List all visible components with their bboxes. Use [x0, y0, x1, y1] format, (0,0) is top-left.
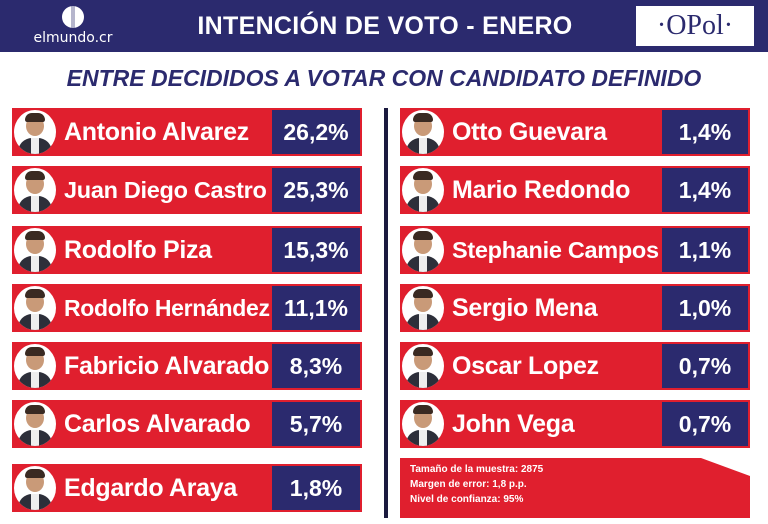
methodology-note: Tamaño de la muestra: 2875 Margen de err… [400, 458, 750, 518]
candidate-photo [402, 286, 444, 330]
vote-percentage: 1,1% [678, 237, 732, 263]
candidate-name: Otto Guevara [452, 118, 607, 146]
confidence-level-note: Nivel de confianza: 95% [410, 494, 524, 505]
percentage-box: 1,1% [662, 228, 748, 272]
candidate-bar: Juan Diego Castro 25,3% [12, 166, 362, 214]
percentage-box: 26,2% [272, 110, 360, 154]
candidate-photo [14, 402, 56, 446]
percentage-box: 5,7% [272, 402, 360, 446]
vote-percentage: 26,2% [283, 119, 349, 145]
candidate-photo [402, 402, 444, 446]
percentage-box: 1,4% [662, 110, 748, 154]
header-banner: elmundo.cr INTENCIÓN DE VOTO - ENERO 201… [0, 0, 768, 84]
candidate-name: Rodolfo Hernández [64, 295, 270, 321]
percentage-box: 0,7% [662, 402, 748, 446]
candidate-photo [402, 344, 444, 388]
candidate-name: Oscar Lopez [452, 352, 599, 380]
candidate-photo [14, 344, 56, 388]
candidate-photo [402, 228, 444, 272]
candidate-bar: Mario Redondo 1,4% [400, 166, 750, 214]
margin-of-error-note: Margen de error: 1,8 p.p. [410, 479, 527, 490]
candidate-name: Sergio Mena [452, 294, 598, 322]
globe-icon [62, 6, 84, 28]
candidate-bar: Edgardo Araya 1,8% [12, 464, 362, 512]
candidate-name: Carlos Alvarado [64, 410, 251, 438]
percentage-box: 11,1% [272, 286, 360, 330]
sample-size-note: Tamaño de la muestra: 2875 [410, 464, 544, 475]
candidate-name: Fabricio Alvarado [64, 352, 270, 380]
candidate-name: Rodolfo Piza [64, 236, 212, 264]
vote-percentage: 5,7% [289, 411, 343, 437]
elmundo-logo: elmundo.cr [18, 2, 128, 50]
candidate-photo [14, 228, 56, 272]
vote-percentage: 25,3% [283, 177, 349, 203]
percentage-box: 0,7% [662, 344, 748, 388]
candidate-bar: Carlos Alvarado 5,7% [12, 400, 362, 448]
chart-subtitle: ENTRE DECIDIDOS A VOTAR CON CANDIDATO DE… [66, 65, 702, 91]
candidate-photo [14, 466, 56, 510]
candidate-bar: Antonio Alvarez 26,2% [12, 108, 362, 156]
candidate-bar: Fabricio Alvarado 8,3% [12, 342, 362, 390]
vote-percentage: 0,7% [678, 411, 732, 437]
opol-logo: ·OPol· [636, 6, 754, 46]
site-name: elmundo.cr [33, 30, 113, 46]
candidate-photo [14, 286, 56, 330]
percentage-box: 1,4% [662, 168, 748, 212]
candidate-bar: Oscar Lopez 0,7% [400, 342, 750, 390]
candidate-name: Antonio Alvarez [64, 118, 249, 146]
candidate-name: Edgardo Araya [64, 474, 238, 502]
candidate-name: Juan Diego Castro [64, 177, 267, 203]
candidate-bar: Stephanie Campos 1,1% [400, 226, 750, 274]
page-title: INTENCIÓN DE VOTO - ENERO 2018 [197, 12, 573, 84]
percentage-box: 1,0% [662, 286, 748, 330]
vote-percentage: 1,8% [289, 475, 343, 501]
candidate-bar: John Vega 0,7% [400, 400, 750, 448]
vote-percentage: 1,0% [678, 295, 732, 321]
candidate-photo [402, 168, 444, 212]
vote-percentage: 1,4% [678, 119, 732, 145]
candidate-photo [14, 110, 56, 154]
column-divider [384, 108, 388, 518]
vote-percentage: 8,3% [289, 353, 343, 379]
candidate-bar: Otto Guevara 1,4% [400, 108, 750, 156]
vote-percentage: 0,7% [678, 353, 732, 379]
candidate-photo [402, 110, 444, 154]
candidate-bar: Sergio Mena 1,0% [400, 284, 750, 332]
vote-percentage: 1,4% [678, 177, 732, 203]
percentage-box: 15,3% [272, 228, 360, 272]
vote-percentage: 15,3% [283, 237, 349, 263]
candidate-photo [14, 168, 56, 212]
candidate-name: John Vega [452, 410, 575, 438]
candidate-bar: Rodolfo Piza 15,3% [12, 226, 362, 274]
percentage-box: 1,8% [272, 466, 360, 510]
candidate-bar: Rodolfo Hernández 11,1% [12, 284, 362, 332]
percentage-box: 25,3% [272, 168, 360, 212]
candidate-name: Mario Redondo [452, 176, 631, 204]
vote-percentage: 11,1% [284, 295, 348, 321]
candidate-name: Stephanie Campos [452, 237, 659, 263]
percentage-box: 8,3% [272, 344, 360, 388]
